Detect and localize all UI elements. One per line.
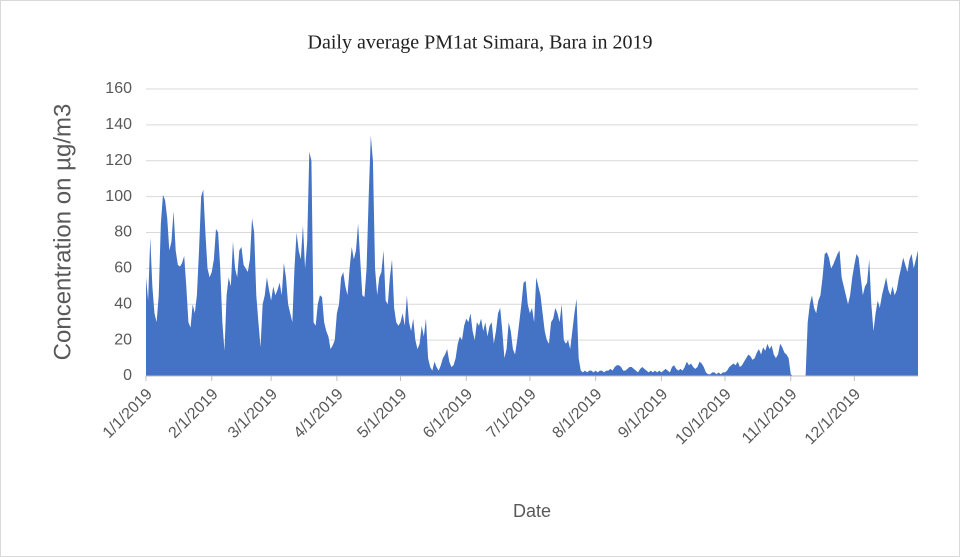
y-tick-label: 40: [114, 295, 132, 312]
chart-title: Daily average PM1at Simara, Bara in 2019: [308, 32, 653, 54]
y-tick-label: 20: [114, 331, 132, 348]
y-tick-label: 100: [105, 188, 132, 205]
y-tick-label: 60: [114, 260, 132, 277]
x-axis-label: Date: [513, 501, 551, 521]
y-axis-label: Concentration on µg/m3: [49, 104, 76, 361]
y-tick-label: 140: [105, 116, 132, 133]
y-tick-label: 80: [114, 224, 132, 241]
y-tick-label: 160: [105, 80, 132, 97]
y-tick-label: 0: [123, 367, 132, 384]
y-tick-label: 120: [105, 152, 132, 169]
area: [146, 135, 918, 376]
